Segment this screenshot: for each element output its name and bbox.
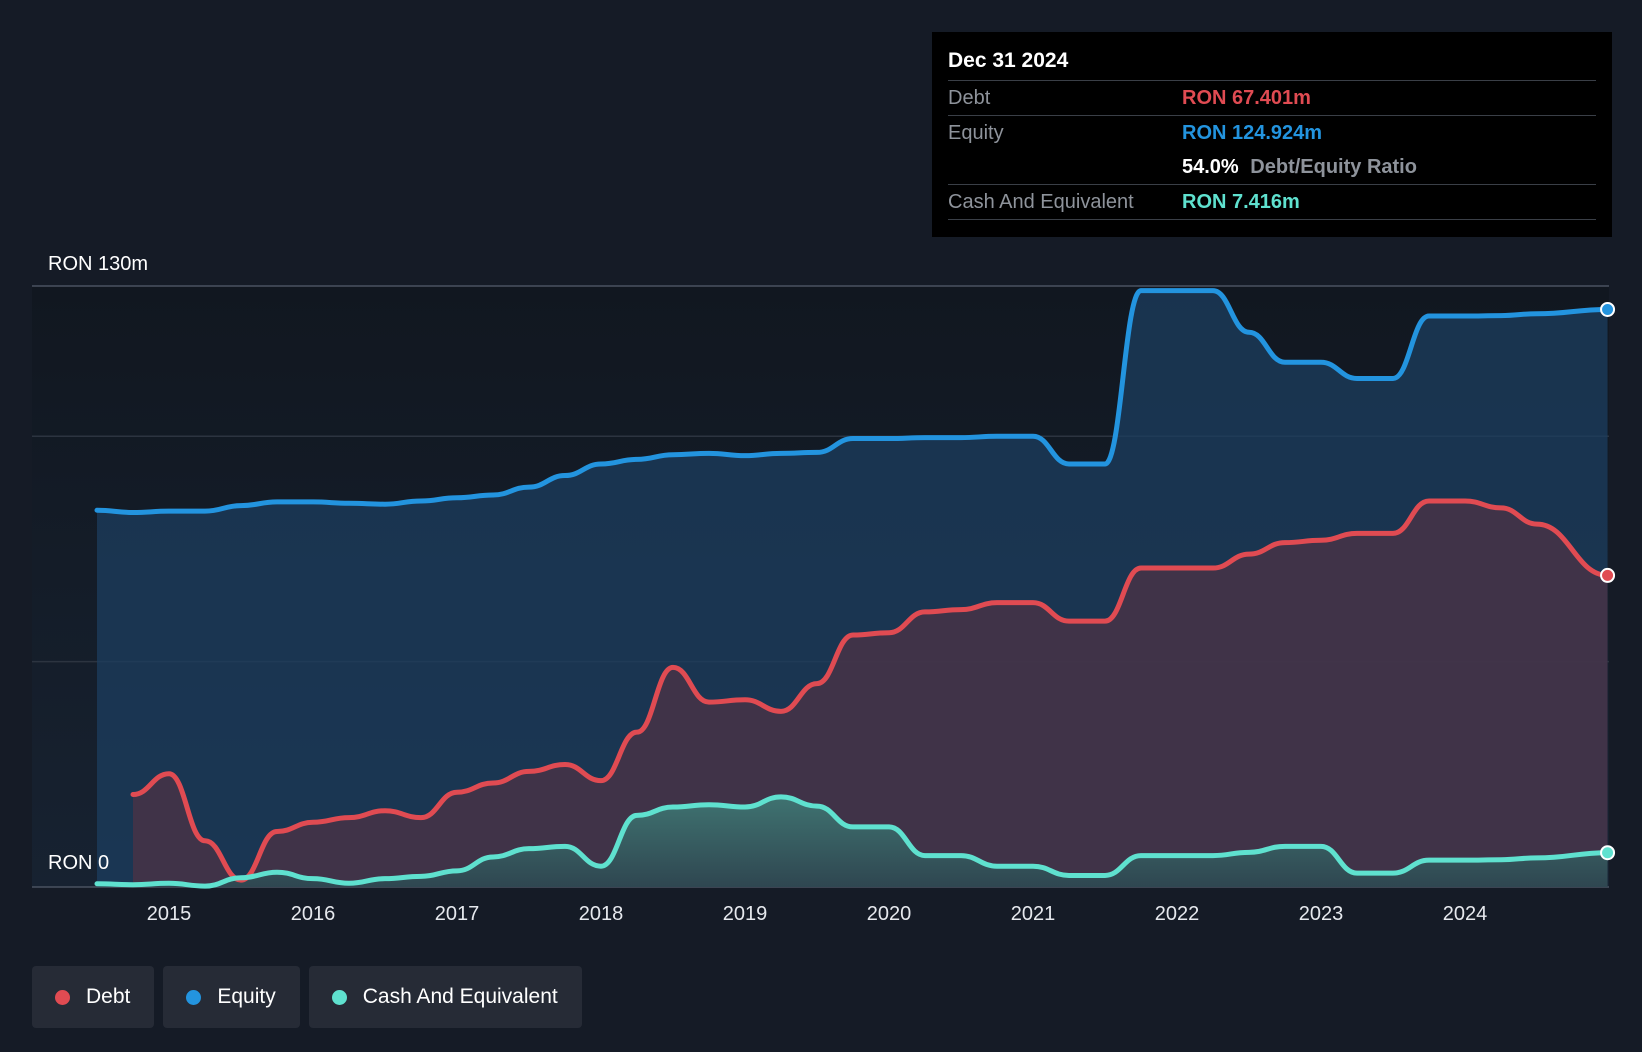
legend-item-equity[interactable]: Equity bbox=[163, 966, 300, 1028]
x-tick-label: 2023 bbox=[1299, 903, 1344, 925]
tooltip-equity-label: Equity bbox=[948, 122, 1004, 144]
legend-item-debt[interactable]: Debt bbox=[32, 966, 155, 1028]
x-tick-label: 2020 bbox=[867, 903, 912, 925]
x-tick-label: 2022 bbox=[1155, 903, 1200, 925]
tooltip-ratio-label: Debt/Equity Ratio bbox=[1250, 156, 1417, 178]
legend-dot-cash-icon bbox=[331, 989, 347, 1005]
tooltip-debt-value: RON 67.401m bbox=[1182, 87, 1311, 109]
tooltip-date: Dec 31 2024 bbox=[948, 49, 1069, 72]
equity-line bbox=[94, 288, 1611, 516]
tooltip-row-ratio: 54.0% Debt/Equity Ratio bbox=[948, 150, 1596, 184]
debt-line bbox=[130, 498, 1611, 883]
tooltip-panel: Dec 31 2024 Debt RON 67.401m Equity RON … bbox=[932, 32, 1612, 237]
legend-dot-equity-icon bbox=[186, 989, 202, 1005]
cash-line bbox=[94, 794, 1611, 889]
x-tick-label: 2019 bbox=[723, 903, 768, 925]
x-tick-label: 2015 bbox=[147, 903, 192, 925]
chart-plot: 2015 2016 2017 2018 2019 2020 2021 2022 2023 2024… bbox=[32, 253, 1616, 925]
x-tick-label: 2021 bbox=[1011, 903, 1056, 925]
equity-end-marker bbox=[1600, 301, 1616, 317]
legend-dot-debt-icon bbox=[55, 989, 70, 1005]
y-axis-top-label: RON 130m bbox=[48, 253, 148, 275]
x-tick-label: 2024 bbox=[1443, 903, 1488, 925]
tooltip-row-equity: Equity RON 124.924m bbox=[948, 115, 1596, 150]
tooltip-ratio-value: 54.0% bbox=[1182, 156, 1239, 178]
legend-label-cash: Cash And Equivalent bbox=[362, 985, 558, 1008]
tooltip-cash-value: RON 7.416m bbox=[1182, 191, 1300, 213]
y-axis-bottom-label: RON 0 bbox=[48, 852, 109, 874]
chart-legend: Debt Equity Cash And Equivalent bbox=[32, 966, 582, 1028]
debt-end-marker bbox=[1600, 567, 1616, 583]
tooltip-row-cash: Cash And Equivalent RON 7.416m bbox=[948, 184, 1596, 220]
tooltip-equity-value: RON 124.924m bbox=[1182, 122, 1323, 144]
legend-label-equity: Equity bbox=[217, 985, 276, 1008]
x-tick-label: 2018 bbox=[579, 903, 624, 925]
legend-item-cash[interactable]: Cash And Equivalent bbox=[308, 966, 582, 1028]
tooltip-cash-label: Cash And Equivalent bbox=[948, 191, 1134, 213]
tooltip-row-debt: Debt RON 67.401m bbox=[948, 80, 1596, 115]
cash-end-marker bbox=[1600, 845, 1616, 861]
legend-label-debt: Debt bbox=[86, 985, 131, 1008]
x-tick-label: 2016 bbox=[291, 903, 336, 925]
x-tick-label: 2017 bbox=[435, 903, 480, 925]
tooltip-debt-label: Debt bbox=[948, 87, 991, 109]
debt-area bbox=[133, 500, 1608, 887]
